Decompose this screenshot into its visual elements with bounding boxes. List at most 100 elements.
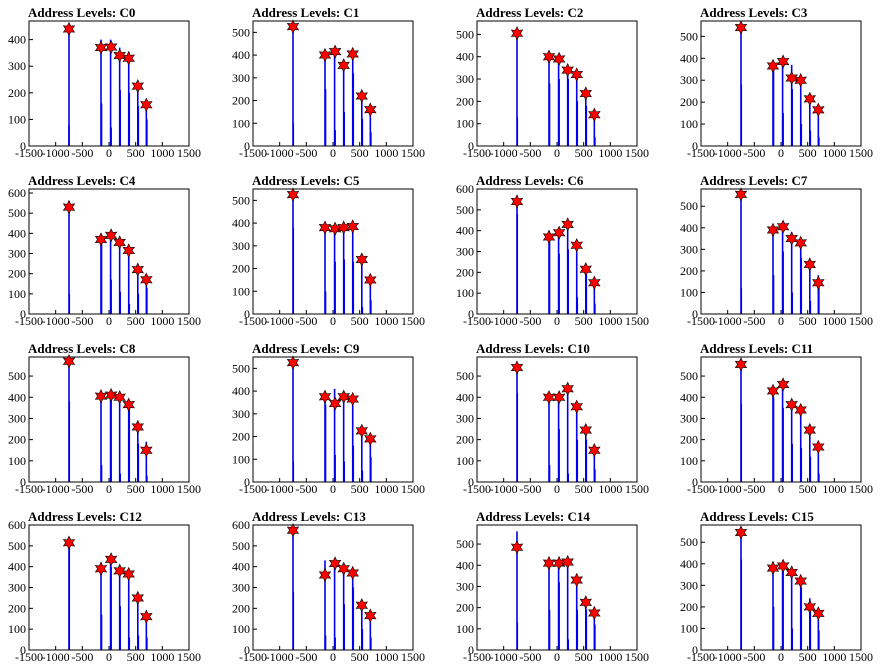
peak-marker	[510, 194, 524, 209]
chart-svg: -1500-1000 -500 0 500 1000 1500 0 100 200 300 400 5…	[232, 518, 425, 664]
y-tick-label: 500	[456, 203, 474, 217]
x-tick-label: -1000	[490, 146, 518, 160]
chart-title: Address Levels: C7	[700, 173, 808, 188]
peak-marker	[94, 232, 108, 247]
x-tick-label: 1000	[150, 146, 174, 160]
peak-marker	[104, 228, 118, 243]
x-tick-label: -1500	[239, 482, 267, 496]
peak-marker	[542, 49, 556, 64]
chart-svg: -1500-1000 -500 0 500 1000 1500 0 100 200 300 400 5…	[232, 19, 425, 160]
x-tick-label: -500	[71, 314, 93, 328]
y-tick-label: 400	[680, 390, 698, 404]
y-tick-label: 300	[8, 59, 26, 73]
x-tick-label: -1500	[687, 650, 715, 664]
x-tick-label: -1000	[714, 650, 742, 664]
peak-marker	[104, 39, 118, 55]
chart-title: Address Levels: C5	[252, 173, 360, 188]
x-tick-label: -1000	[490, 482, 518, 496]
y-tick-label: 400	[8, 226, 26, 240]
peak-marker	[286, 187, 300, 202]
y-tick-label: 200	[680, 433, 698, 447]
peak-marker	[328, 396, 342, 411]
chart-title: Address Levels: C1	[252, 5, 360, 20]
chart-panel: -1500 -1000 -500 0 500 1000 1500 0 100 200 300 400 5…	[448, 0, 672, 168]
peak-marker	[812, 606, 825, 621]
chart-svg: -1500-1000 -500 0 500 1000 1500 0 100 200 300 400 5…	[456, 524, 649, 664]
x-tick-label: -1500	[15, 482, 43, 496]
y-tick-label: 400	[456, 558, 474, 572]
y-tick-label: 200	[680, 95, 698, 109]
x-tick-label: -1000	[42, 482, 70, 496]
x-tick-label: -500	[519, 482, 541, 496]
peak-marker	[785, 565, 798, 580]
x-tick-label: -1000	[714, 482, 742, 496]
x-tick-label: -500	[519, 314, 541, 328]
chart-title: Address Levels: C6	[476, 173, 584, 188]
peak-marker	[561, 554, 574, 570]
y-tick-label: 600	[232, 518, 250, 532]
x-tick-label: 500	[799, 650, 817, 664]
x-tick-label: -500	[71, 482, 93, 496]
peak-marker	[337, 58, 350, 73]
peak-marker	[140, 442, 153, 458]
y-tick-label: 100	[456, 117, 474, 131]
x-tick-label: -1500	[15, 314, 43, 328]
peak-marker	[355, 597, 369, 613]
peak-marker	[812, 102, 825, 117]
y-tick-label: 200	[456, 94, 474, 108]
x-tick-label: -1500	[687, 314, 715, 328]
chart-title: Address Levels: C11	[700, 341, 814, 356]
x-tick-label: -500	[71, 146, 93, 160]
y-tick-label: 500	[456, 369, 474, 383]
x-tick-label: 1000	[150, 482, 174, 496]
y-tick-label: 0	[692, 643, 698, 657]
x-tick-label: 500	[127, 650, 145, 664]
chart-panel: -1500 -1000 -500 0 500 1000 1500 0 100 200 300 400 5…	[448, 504, 672, 672]
x-tick-label: 1500	[177, 314, 201, 328]
peak-marker	[355, 88, 369, 104]
x-tick-label: 500	[127, 146, 145, 160]
x-tick-label: 1000	[822, 146, 846, 160]
x-tick-label: -500	[295, 314, 317, 328]
x-tick-label: 0	[778, 314, 784, 328]
x-tick-label: 0	[554, 314, 560, 328]
peak-marker	[785, 231, 798, 246]
y-tick-label: 400	[680, 557, 698, 571]
x-tick-label: 1500	[625, 650, 649, 664]
x-tick-label: 1000	[598, 314, 622, 328]
peak-marker	[140, 609, 153, 624]
peak-marker	[364, 102, 377, 117]
x-tick-label: -1000	[42, 314, 70, 328]
x-tick-label: 0	[330, 650, 336, 664]
peak-marker	[286, 19, 300, 34]
x-tick-label: -1500	[687, 482, 715, 496]
peak-marker	[588, 275, 601, 291]
chart-svg: -1500-1000 -500 0 500 1000 1500 0 100 200 300 400 5…	[456, 182, 649, 328]
x-tick-label: -1000	[42, 650, 70, 664]
x-tick-label: -500	[743, 146, 765, 160]
y-tick-label: 500	[232, 539, 250, 553]
x-tick-label: -1500	[463, 650, 491, 664]
chart-panel: -1500 -1000 -500 0 500 1000 1500 0 100 200 300 400 5…	[0, 336, 224, 504]
chart-panel: -1500 -1000 -500 0 500 1000 1500 0 100 200 300 400 5…	[0, 504, 224, 672]
x-tick-label: 500	[575, 482, 593, 496]
y-tick-label: 100	[456, 622, 474, 636]
chart-panel: -1500 -1000 -500 0 500 1000 1500 0 100 200 300 400 5…	[224, 504, 448, 672]
x-tick-label: 1500	[849, 650, 873, 664]
x-tick-label: 500	[127, 314, 145, 328]
peak-marker	[364, 431, 377, 446]
y-tick-label: 200	[456, 601, 474, 615]
y-tick-label: 0	[20, 139, 26, 153]
x-tick-label: 500	[799, 146, 817, 160]
x-tick-label: 1000	[822, 482, 846, 496]
x-tick-label: -1000	[714, 146, 742, 160]
peak-marker	[364, 272, 377, 288]
y-tick-label: 500	[680, 535, 698, 549]
y-tick-label: 300	[232, 239, 250, 253]
y-tick-label: 0	[468, 643, 474, 657]
x-tick-label: 0	[554, 482, 560, 496]
chart-panel: -1500 -1000 -500 0 500 1000 1500 0 100 200 300 400 5…	[672, 168, 896, 336]
peak-marker	[803, 257, 817, 272]
x-tick-label: 0	[778, 146, 784, 160]
